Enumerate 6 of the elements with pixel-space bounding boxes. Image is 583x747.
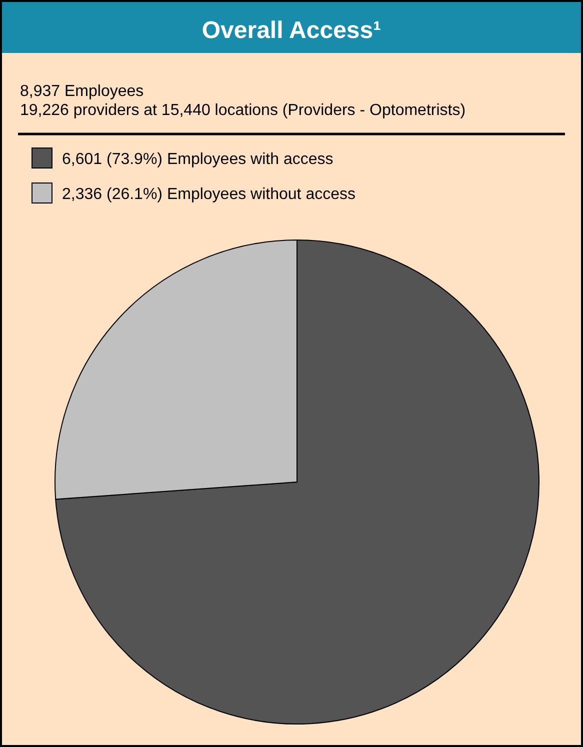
- legend-label: 2,336 (26.1%) Employees without access: [62, 186, 356, 203]
- pie-slice: [55, 240, 540, 724]
- text: 8,937 Employees: [20, 83, 144, 100]
- chart-title: Overall Access¹: [202, 17, 382, 44]
- text: 19,226 providers at 15,440 locations (Providers - Optometrists): [20, 102, 466, 119]
- legend-label: 6,601 (73.9%) Employees with access: [62, 151, 334, 168]
